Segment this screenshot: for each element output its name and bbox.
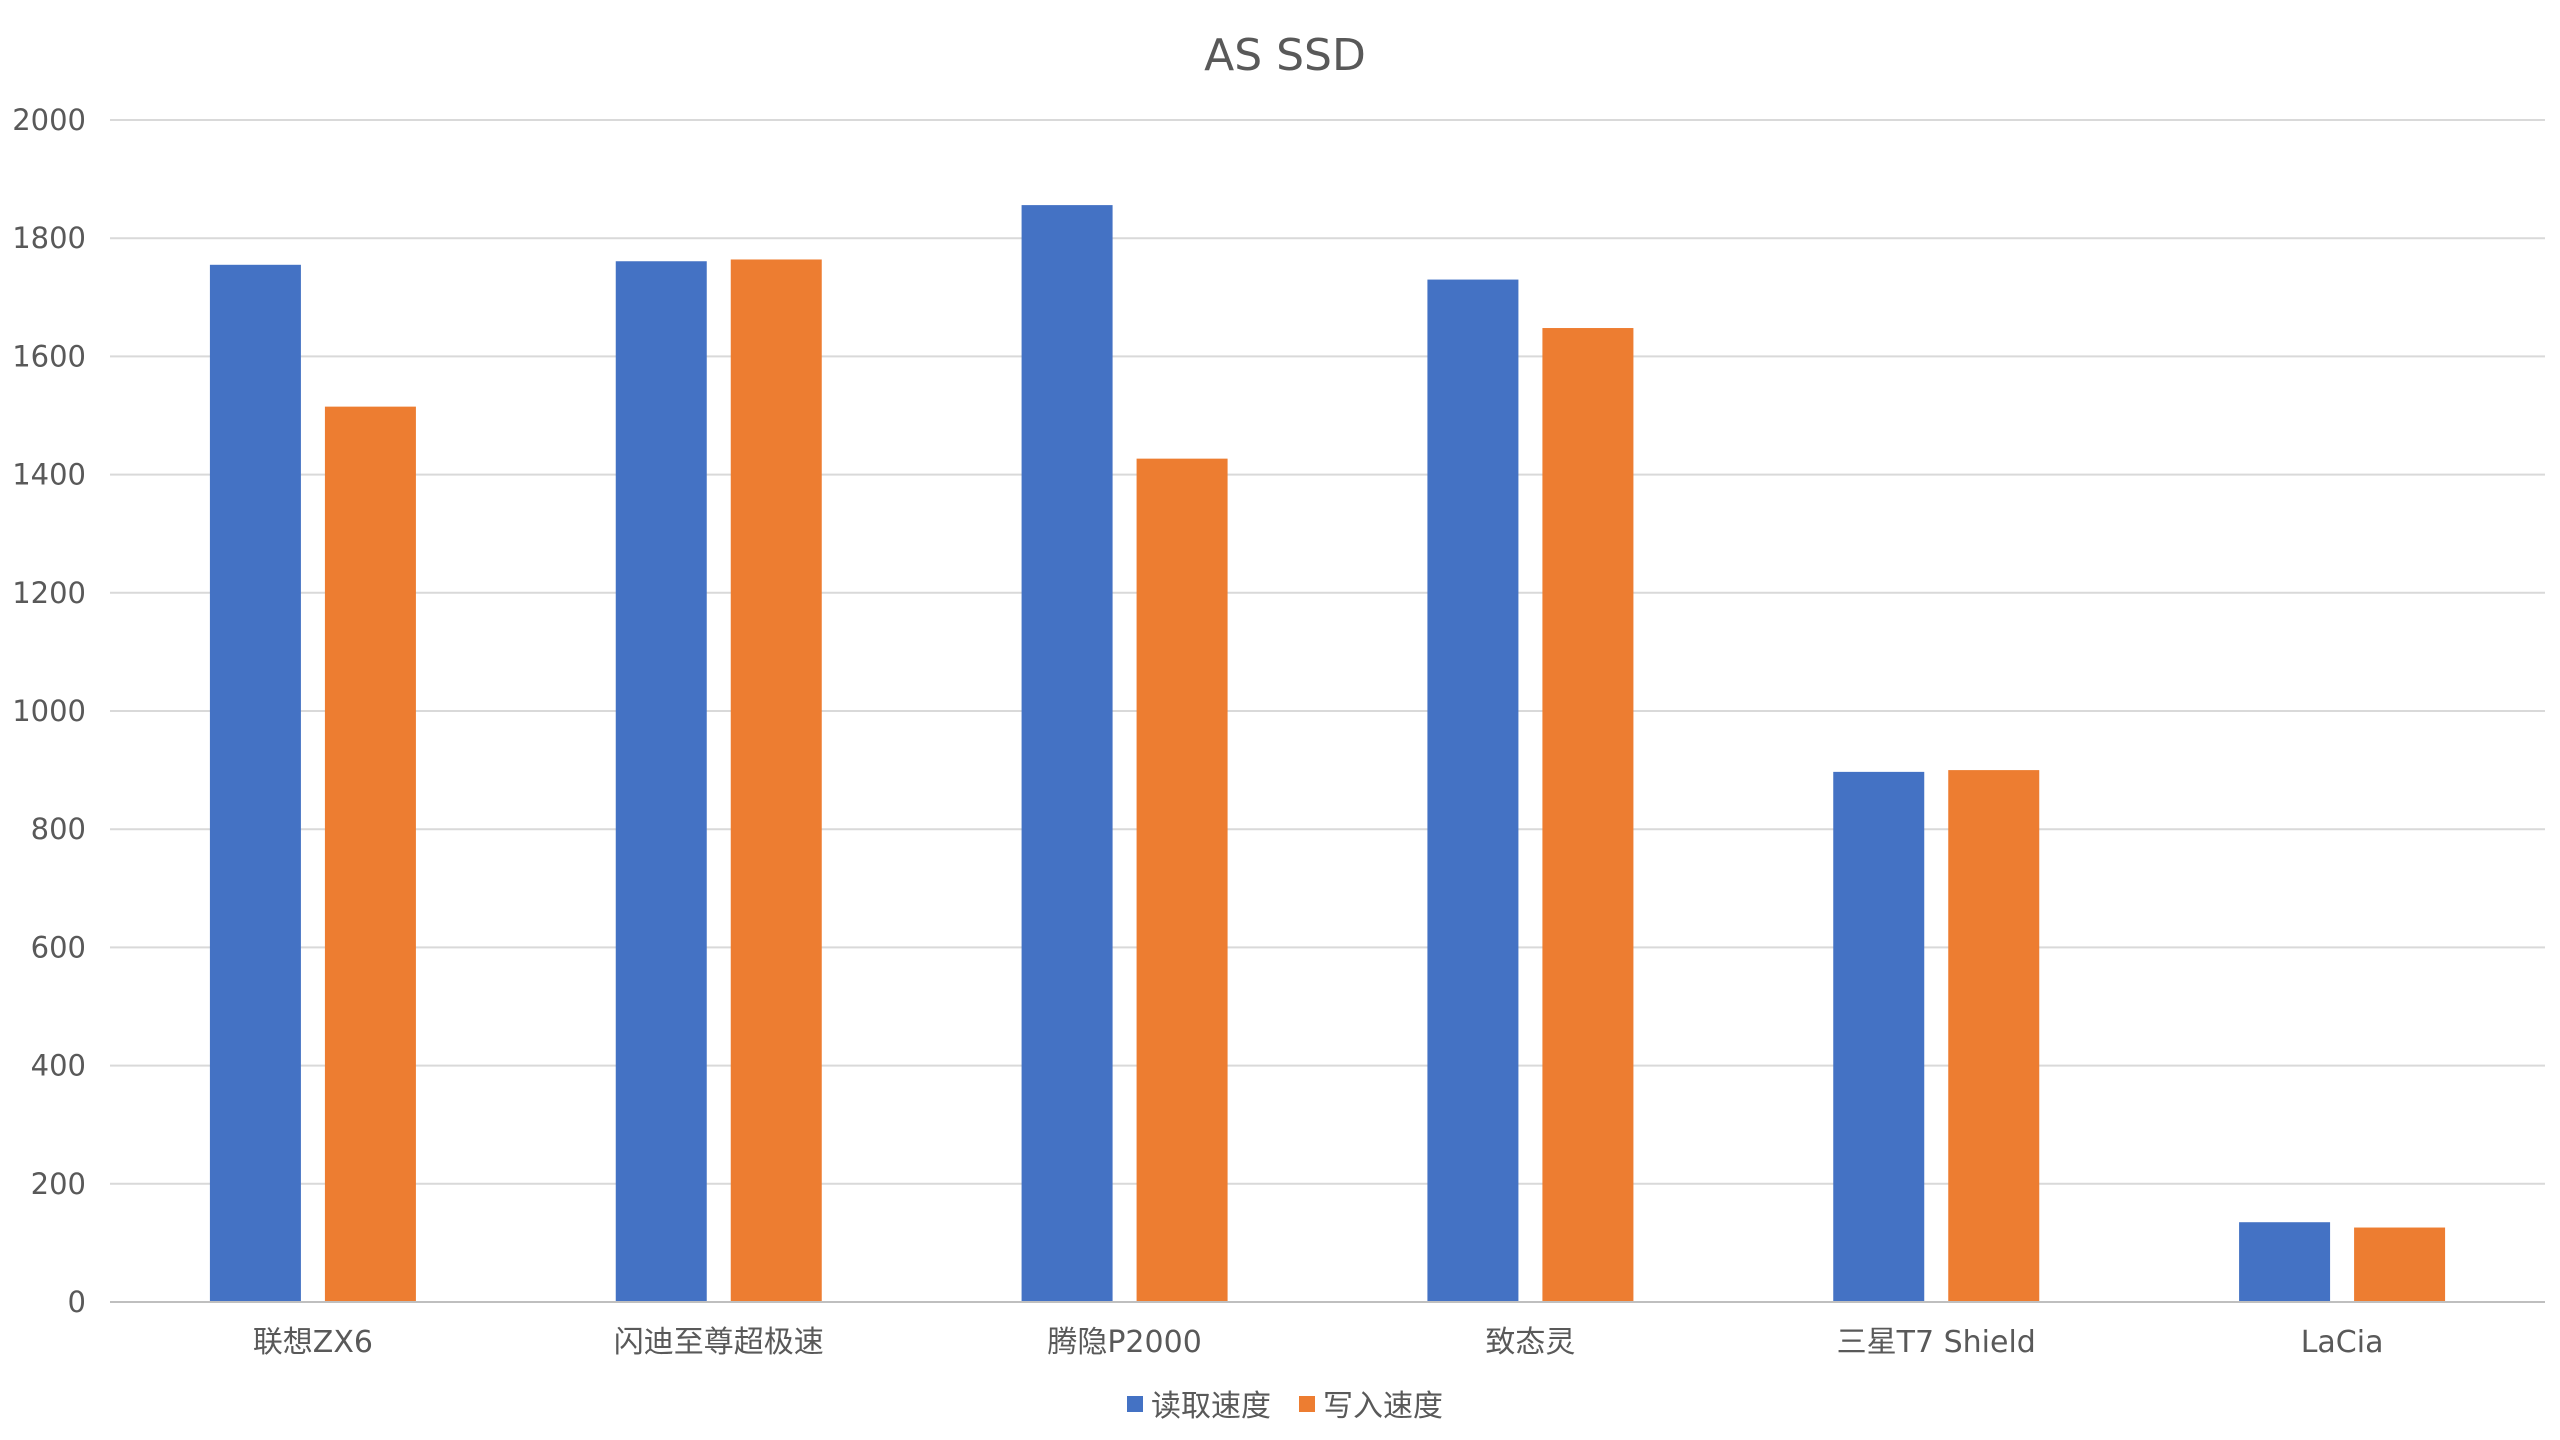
chart-title: AS SSD: [1204, 30, 1366, 81]
legend-swatch-1: [1299, 1396, 1315, 1412]
y-tick-label: 1400: [12, 458, 86, 492]
y-tick-label: 800: [31, 812, 86, 846]
y-tick-label: 1600: [12, 339, 86, 373]
bar-read-2: [1021, 205, 1113, 1302]
y-tick-label: 0: [68, 1285, 86, 1319]
y-tick-label: 400: [31, 1049, 86, 1083]
bar-read-0: [209, 264, 301, 1302]
x-category-label: 闪迪至尊超极速: [614, 1325, 824, 1360]
x-category-label: 三星T7 Shield: [1837, 1325, 2036, 1360]
y-tick-label: 1200: [12, 576, 86, 610]
x-category-label: LaCia: [2301, 1325, 2384, 1360]
y-tick-label: 1800: [12, 221, 86, 255]
legend-swatch-0: [1127, 1396, 1143, 1412]
x-category-label: 联想ZX6: [253, 1325, 373, 1360]
y-tick-label: 2000: [12, 103, 86, 137]
bar-read-5: [2239, 1222, 2331, 1302]
gridlines: [110, 119, 2545, 1185]
bars: [209, 205, 2446, 1303]
y-tick-label: 1000: [12, 694, 86, 728]
bar-write-5: [2354, 1227, 2446, 1302]
bar-write-3: [1542, 328, 1634, 1303]
x-axis-categories: 联想ZX6 闪迪至尊超极速 腾隐P2000 致态灵 三星T7 Shield LaCia: [253, 1325, 2384, 1360]
y-tick-label: 200: [31, 1167, 86, 1201]
y-tick-label: 600: [31, 930, 86, 964]
bar-write-0: [324, 406, 416, 1302]
legend-label-0: 读取速度: [1151, 1389, 1271, 1424]
legend: 读取速度 写入速度: [1127, 1389, 1443, 1424]
x-category-label: 腾隐P2000: [1047, 1325, 1201, 1360]
x-category-label: 致态灵: [1485, 1325, 1575, 1360]
bar-read-3: [1427, 279, 1519, 1302]
bar-read-1: [615, 261, 707, 1302]
bar-write-4: [1948, 770, 2040, 1302]
legend-label-1: 写入速度: [1323, 1389, 1443, 1424]
bar-write-2: [1136, 458, 1228, 1302]
bar-write-1: [730, 259, 822, 1302]
y-axis-ticks: 0 200 400 600 800 1000 1200 1400 1600 1800 2000: [12, 103, 86, 1319]
bar-read-4: [1833, 771, 1925, 1302]
